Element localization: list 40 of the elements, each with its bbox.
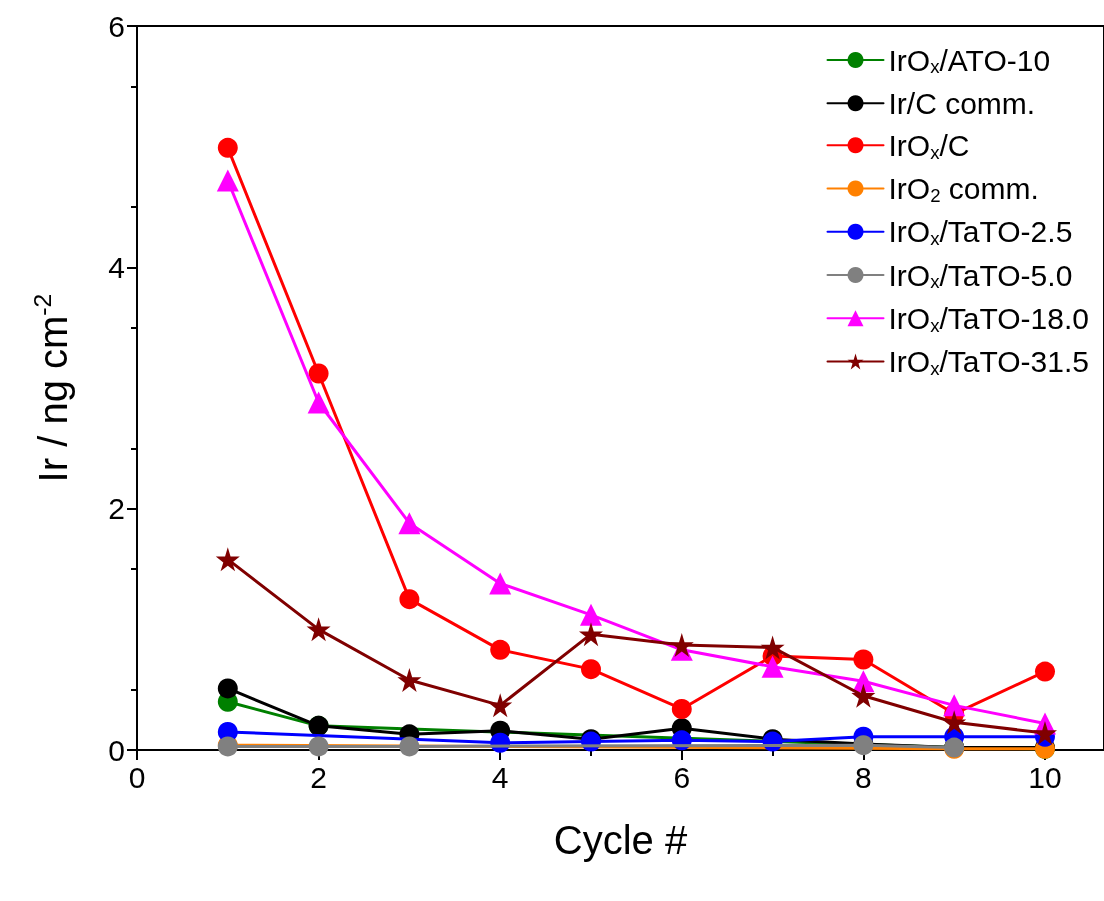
y-tick-label: 0: [108, 733, 125, 767]
point: [308, 363, 329, 384]
legend-label: Ir/C comm.: [888, 86, 1036, 120]
y-tick-label: 4: [108, 250, 125, 284]
point: [399, 589, 420, 610]
point: [1035, 661, 1055, 682]
point: [216, 169, 239, 192]
point: [669, 633, 694, 658]
y-tick-label: 6: [108, 9, 125, 43]
point: [853, 649, 874, 670]
x-tick-label: 8: [855, 760, 872, 794]
point: [489, 572, 512, 595]
point: [490, 639, 511, 660]
y-axis-title: Ir / ng cm-2: [29, 293, 75, 483]
point: [942, 710, 967, 735]
point: [761, 655, 784, 678]
point: [1032, 721, 1057, 746]
x-tick-label: 10: [1028, 760, 1062, 794]
point: [217, 137, 238, 158]
point: [488, 693, 513, 718]
point: [760, 635, 785, 660]
x-tick-label: 4: [491, 760, 509, 794]
point: [578, 622, 603, 647]
point: [579, 603, 602, 626]
x-tick-label: 2: [310, 760, 327, 794]
x-tick-label: 6: [673, 760, 691, 794]
point: [943, 694, 966, 717]
point: [851, 683, 876, 708]
point: [308, 736, 329, 757]
point: [307, 391, 330, 414]
point: [671, 698, 692, 719]
y-tick-label: 2: [108, 492, 125, 526]
point: [217, 678, 238, 699]
point: [215, 547, 240, 572]
x-axis-title: Cycle #: [553, 818, 688, 862]
point: [306, 617, 331, 642]
point: [399, 736, 420, 757]
point: [398, 512, 421, 535]
point: [581, 659, 601, 680]
point: [397, 668, 422, 693]
